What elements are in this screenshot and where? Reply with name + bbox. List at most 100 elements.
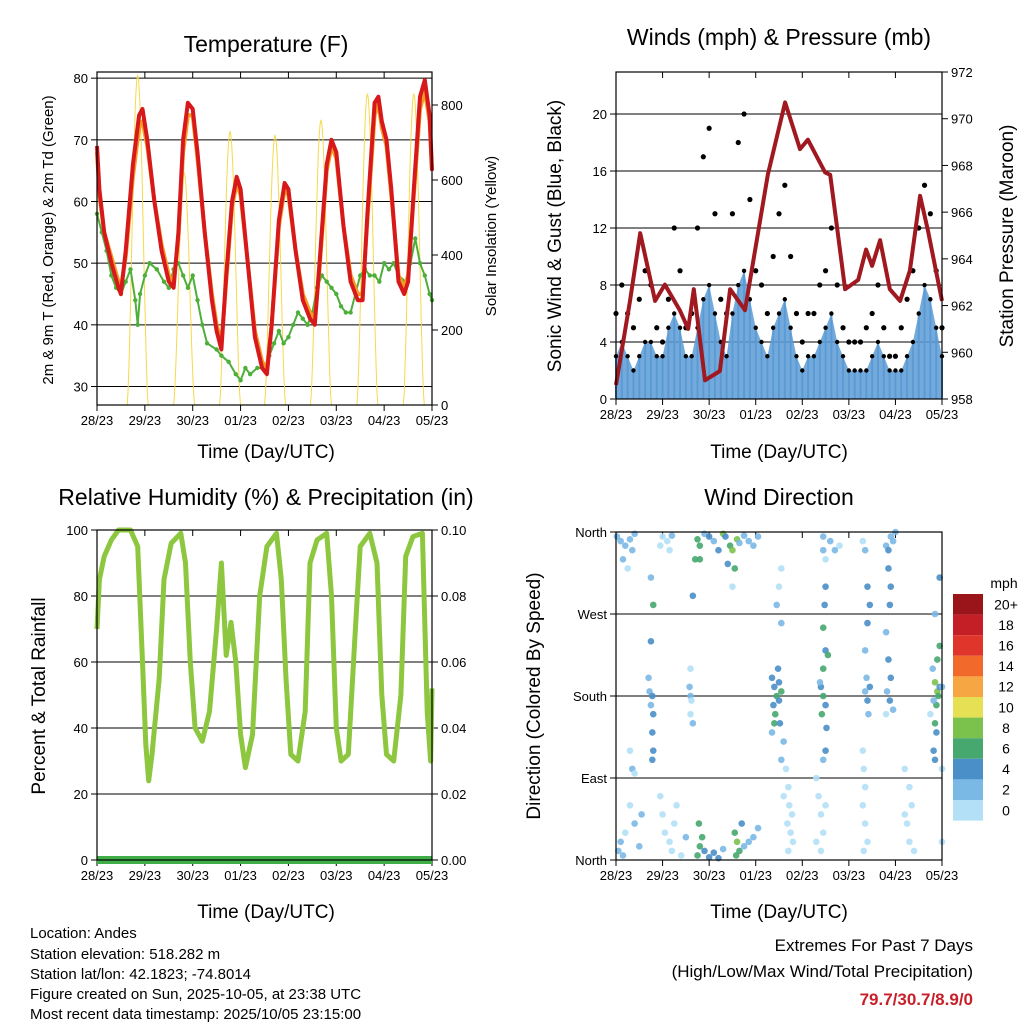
direction-point	[816, 679, 824, 686]
y-right-tick-label: 970	[951, 112, 973, 127]
y-right-tick-label: 958	[951, 392, 973, 407]
direction-point	[775, 679, 783, 686]
gust-point	[828, 225, 834, 231]
direction-point	[883, 688, 891, 695]
plot-frame	[96, 71, 433, 406]
gust-point	[619, 282, 625, 288]
wind-black-point	[701, 297, 706, 302]
wind-black-point	[805, 354, 811, 359]
direction-point	[859, 747, 867, 754]
y-tick-label: East	[581, 771, 607, 786]
y-right-tick-label: 0.08	[441, 589, 466, 604]
extremes-values: 79.7/30.7/8.9/0	[860, 990, 973, 1009]
legend-swatch	[953, 676, 983, 697]
gust-point	[846, 339, 852, 345]
direction-point	[780, 792, 787, 800]
gust-point	[636, 296, 642, 302]
gust-point	[770, 253, 776, 260]
direction-point	[822, 583, 829, 590]
x-tick-label: 05/23	[926, 868, 959, 883]
wind-black-point	[631, 368, 636, 373]
y-tick-label: 0	[600, 392, 607, 407]
legend-swatch	[953, 758, 983, 780]
wind-black-point	[928, 297, 933, 302]
direction-point	[901, 765, 909, 773]
direction-point	[635, 843, 643, 850]
gust-point	[834, 282, 840, 288]
direction-point	[663, 537, 671, 545]
x-tick-label: 30/23	[693, 868, 726, 883]
legend-swatch	[953, 717, 983, 739]
gust-point	[863, 325, 869, 331]
direction-point	[819, 756, 827, 764]
wind-black-point	[823, 325, 828, 330]
direction-point	[771, 720, 778, 727]
gust-point	[852, 339, 858, 345]
direction-point	[861, 783, 869, 791]
humidity-xlabel: Time (Day/UTC)	[197, 902, 335, 923]
direction-point	[736, 539, 743, 547]
direction-point	[817, 847, 825, 855]
panel-1	[610, 71, 948, 405]
direction-point	[931, 679, 939, 686]
gust-point	[718, 296, 724, 302]
plot-frame	[96, 529, 433, 861]
x-tick-label: 01/23	[224, 413, 257, 428]
x-tick-label: 30/23	[176, 413, 209, 428]
direction-point	[694, 535, 701, 543]
gust-point	[706, 125, 712, 131]
elevation-text: Station elevation: 518.282 m	[30, 946, 220, 963]
direction-point	[738, 820, 746, 827]
wind-black-point	[730, 311, 735, 316]
direction-point	[773, 601, 780, 609]
x-tick-label: 02/23	[786, 407, 819, 422]
pressure-ylabel: Station Pressure (Maroon)	[997, 125, 1018, 348]
plot-frame	[615, 71, 943, 400]
direction-point	[886, 697, 894, 704]
t-2m-line	[95, 78, 434, 377]
direction-point	[776, 720, 784, 727]
direction-point	[649, 756, 656, 764]
direction-point	[698, 833, 706, 841]
direction-point	[819, 624, 827, 631]
direction-point	[736, 847, 743, 855]
x-tick-label: 05/23	[416, 413, 449, 428]
temperature-title: Temperature (F)	[184, 31, 349, 57]
direction-point	[861, 688, 869, 695]
direction-point	[815, 792, 822, 800]
gust-point	[927, 211, 933, 217]
direction-point	[615, 847, 622, 855]
direction-point	[732, 852, 740, 859]
direction-point	[934, 656, 941, 663]
wind-black-point	[840, 354, 846, 359]
wind-black-point	[829, 311, 834, 316]
wind-black-point	[811, 354, 817, 359]
gust-point	[788, 253, 794, 260]
extremes-subtitle: (High/Low/Max Wind/Total Precipitation)	[672, 962, 973, 981]
y-tick-label: 60	[74, 655, 88, 670]
x-tick-label: 02/23	[272, 868, 305, 883]
direction-point	[812, 838, 820, 846]
solar-ylabel: Solar Insolation (Yellow)	[483, 156, 500, 316]
latlon-text: Station lat/lon: 42.1823; -74.8014	[30, 966, 251, 983]
gust-point	[735, 139, 741, 146]
recent-timestamp-text: Most recent data timestamp: 2025/10/05 2…	[30, 1006, 361, 1023]
direction-point	[668, 532, 676, 539]
direction-point	[774, 665, 782, 672]
direction-point	[931, 610, 939, 618]
y-tick-label: 20	[74, 787, 88, 802]
direction-point	[819, 546, 827, 554]
x-tick-label: 28/23	[600, 868, 633, 883]
direction-point	[887, 583, 895, 590]
created-text: Figure created on Sun, 2025-10-05, at 23…	[30, 986, 361, 1003]
y-right-tick-label: 0.10	[441, 523, 466, 538]
solar-insolation-line	[356, 93, 379, 406]
direction-point	[659, 811, 666, 818]
direction-point	[931, 720, 939, 727]
wind-black-point	[770, 325, 776, 330]
y-right-tick-label: 600	[441, 173, 463, 188]
direction-point	[649, 710, 657, 718]
direction-point	[889, 706, 897, 713]
direction-point	[647, 574, 655, 581]
